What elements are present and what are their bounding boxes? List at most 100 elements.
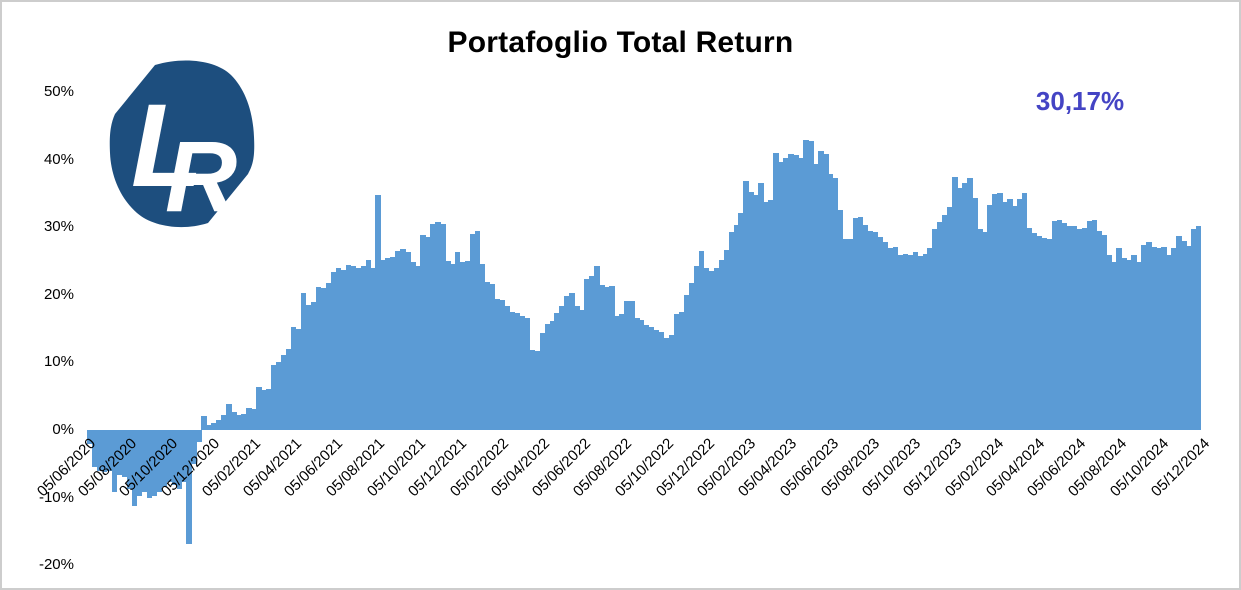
return-bar — [345, 265, 352, 430]
return-bar — [1126, 259, 1132, 430]
return-bar — [977, 228, 983, 430]
return-bar — [813, 163, 819, 430]
return-bar — [405, 252, 411, 430]
return-bar — [251, 409, 257, 430]
return-bar — [584, 278, 590, 430]
return-bar — [146, 430, 153, 498]
return-bar — [1171, 248, 1177, 430]
return-bar — [206, 425, 212, 430]
return-bar — [733, 225, 739, 430]
return-bar — [1181, 241, 1187, 430]
return-bar — [937, 221, 943, 430]
return-bar — [315, 286, 322, 430]
return-bar — [191, 430, 197, 464]
return-bar — [131, 430, 138, 506]
return-bar — [1007, 199, 1013, 430]
return-bar — [96, 430, 103, 471]
return-bar — [1166, 254, 1172, 430]
return-bar — [1136, 261, 1142, 430]
return-bar — [982, 231, 988, 430]
return-bar — [1071, 225, 1078, 430]
return-bar — [410, 262, 416, 430]
return-bar — [1151, 246, 1157, 430]
return-bar — [181, 430, 187, 483]
return-bar — [256, 386, 262, 430]
return-bar — [445, 261, 451, 430]
return-bar — [947, 206, 953, 430]
return-bar — [1106, 254, 1112, 430]
return-bar — [763, 201, 769, 430]
return-bar — [519, 315, 526, 430]
return-bar — [997, 193, 1003, 430]
return-bar — [957, 187, 963, 430]
return-bar — [459, 261, 466, 430]
return-bar — [430, 223, 436, 430]
return-bar — [768, 200, 774, 430]
return-bar — [897, 254, 904, 430]
return-bar — [425, 237, 431, 430]
return-bar — [619, 313, 625, 430]
return-bar — [420, 235, 426, 430]
return-bar — [126, 430, 133, 489]
lr-logo: L R — [109, 60, 255, 229]
last-value-label: 30,17% — [1035, 86, 1125, 116]
return-bar — [842, 238, 849, 430]
return-bar — [290, 326, 297, 430]
return-bar — [912, 251, 919, 430]
return-bar — [693, 265, 700, 430]
return-bar — [479, 263, 486, 430]
return-bar — [658, 331, 665, 430]
return-bar — [952, 176, 958, 430]
return-bar — [1026, 227, 1033, 430]
return-bar — [668, 334, 675, 430]
return-bar — [852, 218, 859, 430]
return-bar — [280, 354, 287, 430]
return-bar — [320, 288, 327, 430]
return-bar — [350, 266, 357, 430]
return-bar — [713, 268, 720, 430]
return-bar — [673, 313, 680, 430]
return-bar — [440, 223, 446, 430]
return-bar — [758, 183, 764, 430]
logo-letter-l-text: L — [131, 80, 203, 212]
return-bar — [1012, 205, 1018, 430]
return-bar — [484, 281, 491, 430]
return-bar — [837, 209, 844, 430]
return-bar — [614, 315, 620, 430]
return-bar — [554, 313, 560, 430]
return-bar — [594, 265, 600, 430]
return-bar — [161, 430, 168, 488]
return-bar — [186, 430, 192, 544]
return-bar — [793, 154, 799, 430]
return-bar — [1041, 238, 1048, 430]
return-bar — [703, 267, 710, 430]
return-bar — [892, 246, 899, 430]
return-bar — [241, 413, 247, 430]
return-bar — [639, 320, 645, 430]
return-bar — [310, 302, 317, 430]
return-bar — [469, 233, 476, 430]
return-bar — [176, 430, 182, 489]
return-bar — [266, 389, 272, 430]
return-bar — [1101, 234, 1107, 430]
return-bar — [360, 266, 366, 430]
return-bar — [271, 365, 277, 430]
return-bar — [992, 194, 998, 430]
return-bar — [773, 152, 779, 430]
return-bar — [494, 298, 501, 430]
return-bar — [171, 430, 177, 486]
return-bar — [847, 238, 854, 430]
y-tick-label: 20% — [43, 285, 74, 303]
return-bar — [1046, 239, 1053, 430]
return-bar — [166, 430, 173, 483]
return-bar — [1146, 242, 1152, 430]
return-bar — [877, 237, 884, 430]
return-bar — [1031, 232, 1038, 430]
return-bar — [967, 177, 973, 430]
return-bar — [300, 293, 307, 430]
return-bar — [380, 259, 386, 430]
return-bar — [698, 250, 705, 430]
return-bar — [91, 430, 98, 468]
return-bar — [499, 300, 506, 430]
